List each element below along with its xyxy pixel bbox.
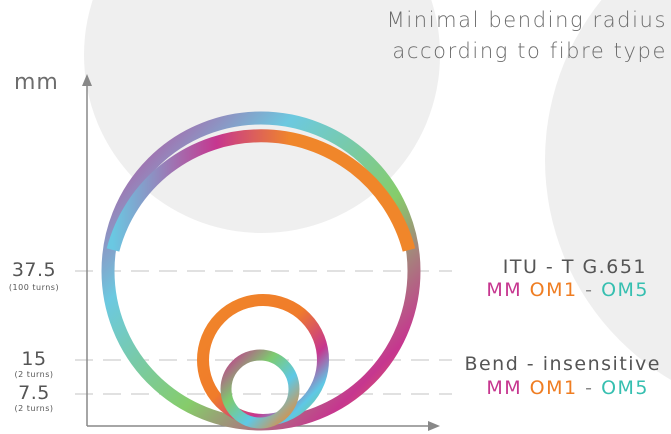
x-axis-arrow-icon: [428, 421, 440, 431]
background-circle-right: [545, 0, 671, 380]
fibre-mm: MM: [486, 377, 523, 399]
fibre-om5: OM5: [601, 279, 649, 301]
fibre-om5: OM5: [601, 377, 649, 399]
category-bend-insensitive-fibres: MM OM1 - OM5: [486, 377, 649, 399]
y-axis-arrow-icon: [82, 74, 92, 86]
tick-label-7-5: 7.5: [18, 382, 50, 404]
fibre-separator: -: [585, 279, 594, 301]
fibre-mm: MM: [486, 279, 523, 301]
tick-label-15: 15: [21, 348, 47, 370]
tick-label-37-5: 37.5: [11, 259, 57, 281]
title-line-2: according to fibre type: [392, 39, 667, 63]
category-itu-fibres: MM OM1 - OM5: [486, 279, 649, 301]
category-bend-insensitive-label: Bend - insensitive: [464, 353, 661, 375]
tick-note-15: (2 turns): [14, 370, 54, 379]
loop-bend-insensitive-7-5: [220, 349, 300, 429]
tick-note-37-5: (100 turns): [8, 283, 60, 292]
tick-note-7-5: (2 turns): [14, 404, 54, 413]
y-axis-unit-label: mm: [14, 70, 59, 95]
fibre-om1: OM1: [529, 377, 578, 399]
fibre-om1: OM1: [529, 279, 578, 301]
category-itu-label: ITU - T G.651: [502, 256, 647, 278]
title-line-1: Minimal bending radius: [386, 8, 667, 32]
fibre-separator: -: [585, 377, 594, 399]
